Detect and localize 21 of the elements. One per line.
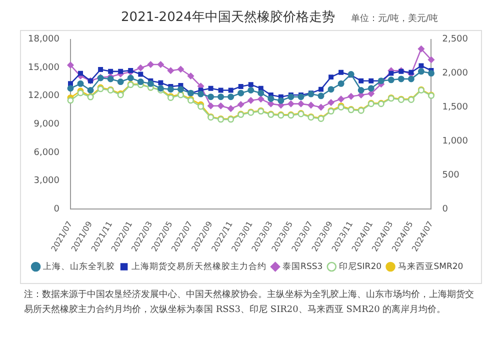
legend-label: 马来西亚SMR20 — [398, 260, 464, 272]
chart-title: 2021-2024年中国天然橡胶价格走势 — [121, 10, 335, 25]
y2-tick-label: 2,500 — [442, 34, 468, 45]
legend-label: 上海、山东全乳胶 — [43, 260, 116, 272]
y-tick-label: 18,000 — [28, 34, 60, 45]
y-tick-label: 12,000 — [28, 91, 60, 102]
legend-label: 泰国RSS3 — [282, 260, 323, 272]
y-tick-label: 0 — [54, 204, 60, 214]
y-tick-label: 9,000 — [34, 120, 60, 130]
legend-label: 上海期货交易所天然橡胶主力合约 — [131, 260, 266, 272]
text: 注：数据来源于中国农垦经济发展中心、中国天然橡胶协会。主纵坐标为全乳胶上海、山东市场均价，上海期货交易所天然橡胶主力合约月均价，次纵坐标为泰国 RSS3、印尼 SIR20、马来西亚 SMR20 的离岸月均价。 — [24, 288, 474, 317]
y-tick-label: 6,000 — [34, 148, 60, 158]
legend-label: 印尼SIR20 — [338, 260, 382, 272]
y2-tick-label: 1,000 — [442, 136, 468, 146]
y2-tick-label: 500 — [442, 170, 460, 180]
y-tick-label: 15,000 — [28, 62, 60, 73]
y2-tick-label: 0 — [442, 204, 448, 214]
chart-subtitle: 单位：元/吨，美元/吨 — [350, 14, 438, 24]
y2-tick-label: 1,500 — [442, 102, 468, 113]
y-tick-label: 3,000 — [34, 176, 60, 186]
y2-tick-label: 2,000 — [442, 68, 468, 79]
